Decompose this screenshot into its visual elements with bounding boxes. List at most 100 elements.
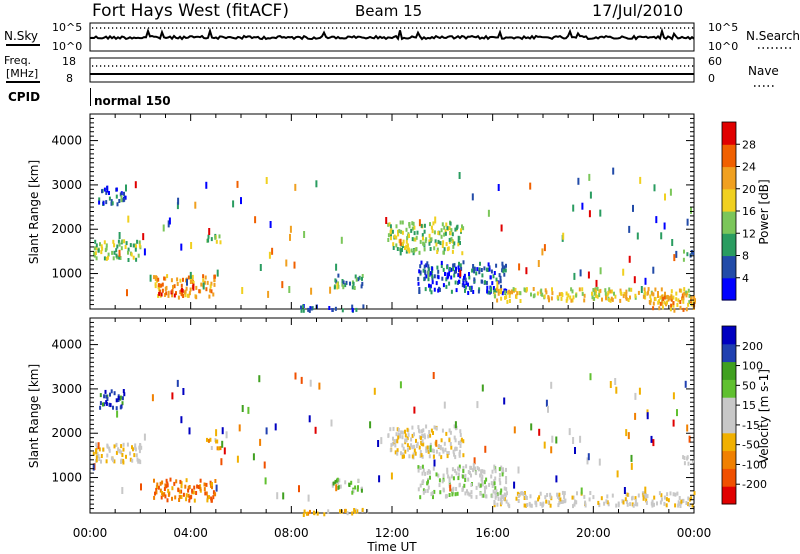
range-cell (431, 491, 434, 495)
range-cell (100, 454, 103, 458)
range-cell (686, 424, 689, 432)
range-cell (497, 280, 500, 285)
range-cell (446, 451, 449, 456)
range-cell (417, 468, 420, 473)
colorbar-tick-label: -100 (742, 458, 767, 471)
range-cell (442, 487, 445, 492)
range-cell (448, 272, 450, 277)
range-cell (415, 444, 418, 449)
range-cell (92, 463, 95, 471)
range-cell (408, 454, 411, 459)
range-cell (427, 264, 430, 269)
range-cell (133, 453, 136, 458)
range-cell (158, 291, 161, 296)
power-scatter (93, 167, 696, 313)
range-cell (188, 291, 191, 296)
range-cell (254, 216, 257, 224)
range-cell (500, 284, 502, 289)
range-cell (155, 485, 158, 490)
range-cell (425, 263, 428, 268)
range-cell (430, 290, 433, 295)
range-cell (572, 204, 575, 212)
range-cell (550, 381, 553, 389)
range-cell (124, 245, 127, 249)
range-cell (429, 247, 432, 251)
range-cell (598, 458, 601, 466)
range-cell (160, 292, 163, 297)
range-cell (645, 498, 648, 503)
range-cell (98, 197, 101, 202)
range-cell (191, 488, 194, 493)
range-cell (293, 261, 296, 269)
range-cell (220, 458, 223, 466)
range-cell (599, 209, 602, 217)
range-cell (547, 500, 550, 505)
range-cell (429, 271, 432, 276)
range-cell (106, 255, 109, 260)
range-cell (503, 272, 506, 277)
range-cell (217, 446, 220, 451)
range-cell (425, 424, 428, 429)
range-cell (108, 448, 111, 453)
range-cell (529, 494, 532, 499)
range-cell (442, 449, 445, 454)
range-cell (503, 486, 506, 491)
range-cell (97, 248, 100, 253)
range-cell (633, 276, 636, 284)
range-cell (337, 273, 340, 278)
range-cell (401, 454, 404, 459)
range-cell (121, 396, 124, 401)
range-cell (241, 287, 244, 294)
range-cell (453, 424, 456, 429)
range-cell (499, 279, 502, 284)
range-cell (669, 307, 672, 312)
velocity-colorbar: -200 -100 -50 -15 15 50 100 200 (721, 325, 767, 505)
range-cell (543, 244, 546, 252)
range-cell (138, 240, 141, 245)
range-cell (98, 200, 101, 205)
range-cell (113, 459, 116, 464)
range-cell (555, 436, 558, 444)
range-cell (467, 477, 470, 482)
range-cell (686, 252, 689, 257)
range-cell (111, 201, 114, 206)
range-cell (583, 494, 586, 499)
range-cell (584, 503, 587, 508)
range-cell (494, 491, 497, 496)
range-cell (397, 232, 400, 237)
range-cell (483, 266, 486, 271)
range-cell (652, 266, 655, 274)
range-cell (118, 255, 121, 260)
range-cell (215, 429, 218, 437)
range-cell (561, 293, 564, 297)
range-cell (472, 290, 475, 294)
range-cell (406, 443, 409, 448)
range-cell (118, 249, 121, 257)
range-cell (437, 275, 440, 280)
range-cell (651, 502, 654, 507)
range-cell (436, 265, 439, 270)
colorbar-swatch (722, 211, 736, 234)
range-cell (410, 228, 413, 233)
range-cell (437, 231, 440, 235)
range-cell (115, 187, 118, 192)
range-cell (424, 471, 427, 476)
range-cell (678, 496, 681, 500)
colorbar-tick-label: 28 (742, 138, 756, 151)
range-cell (357, 277, 360, 282)
range-cell (369, 421, 372, 429)
range-cell (129, 451, 131, 456)
range-cell (666, 300, 668, 305)
range-cell (199, 484, 202, 489)
range-cell (545, 499, 548, 504)
range-cell (458, 279, 460, 284)
range-cell (663, 222, 666, 230)
range-cell (424, 239, 427, 244)
range-cell (429, 442, 432, 447)
range-cell (463, 284, 466, 289)
range-cell (675, 297, 678, 302)
range-cell (186, 293, 189, 298)
range-cell (461, 224, 463, 229)
range-cell (661, 305, 664, 310)
range-cell (433, 459, 436, 467)
